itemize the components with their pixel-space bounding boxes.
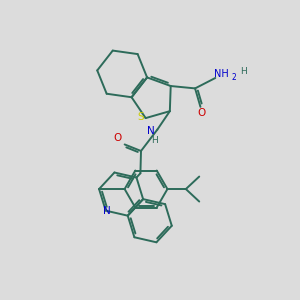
Text: NH: NH — [214, 68, 229, 79]
Text: O: O — [197, 108, 205, 118]
Text: H: H — [240, 67, 247, 76]
Text: O: O — [113, 133, 122, 143]
Text: N: N — [147, 126, 155, 136]
Text: N: N — [103, 206, 111, 216]
Text: S: S — [137, 112, 144, 122]
Text: H: H — [152, 136, 158, 146]
Text: 2: 2 — [231, 73, 236, 82]
